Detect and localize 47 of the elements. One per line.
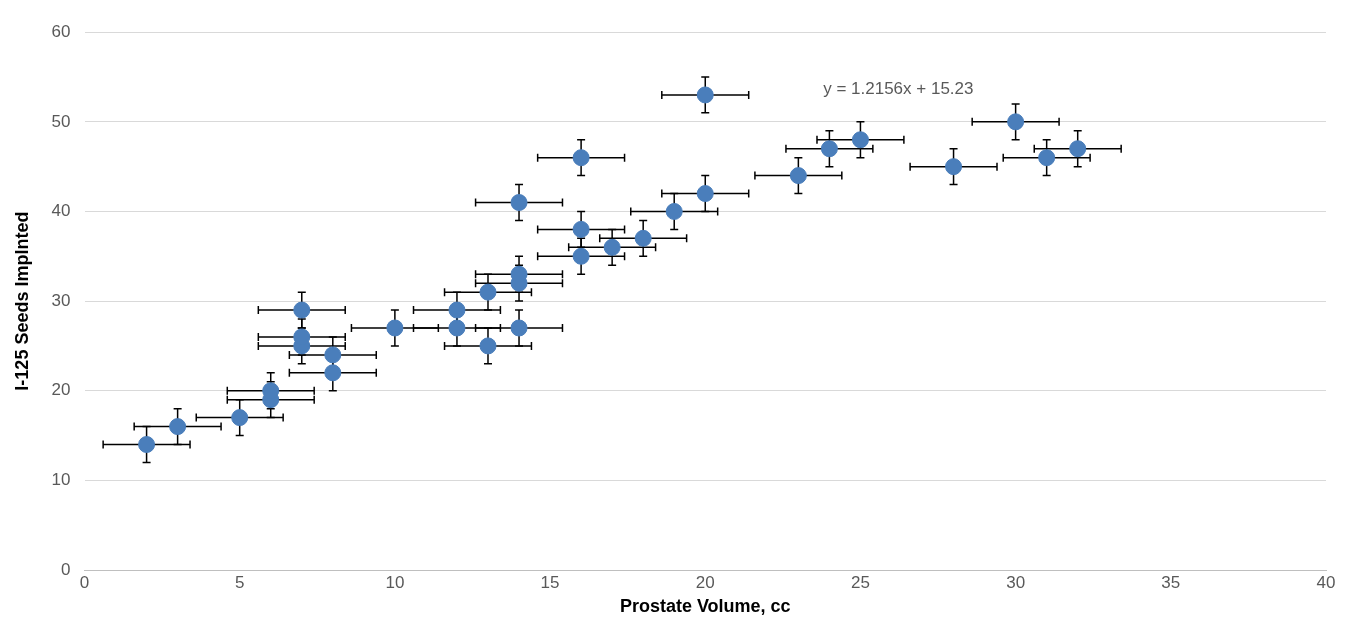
point [1038, 149, 1056, 167]
point [169, 418, 187, 436]
y-tick-label: 20 [51, 380, 71, 400]
point [820, 140, 838, 158]
point [448, 301, 466, 319]
x-tick-label: 25 [850, 572, 870, 592]
x-tick-label: 15 [540, 572, 560, 592]
point [479, 337, 497, 355]
point [851, 131, 869, 149]
x-tick-label: 20 [695, 572, 715, 592]
x-tick-label: 30 [1006, 572, 1026, 592]
y-axis-title: I-125 Seeds Implnted [11, 211, 32, 391]
point [572, 149, 590, 167]
point [324, 364, 342, 382]
x-tick-label: 5 [234, 572, 245, 592]
point [789, 167, 807, 185]
annotation: y = 1.2156x + 15.23 [823, 79, 974, 99]
point [231, 409, 249, 427]
point [945, 158, 963, 176]
point [696, 185, 714, 203]
point [696, 86, 714, 104]
y-tick-label: 30 [51, 290, 71, 310]
point [138, 436, 156, 454]
point [603, 238, 621, 256]
x-tick-label: 0 [79, 572, 90, 592]
y-tick-label: 0 [61, 559, 71, 579]
x-axis-title: Prostate Volume, cc [619, 596, 791, 617]
y-tick-label: 60 [51, 21, 71, 41]
point [510, 194, 528, 211]
point [572, 247, 590, 265]
y-tick-label: 40 [51, 201, 71, 221]
point [324, 346, 342, 364]
point [293, 301, 311, 319]
x-tick-label: 40 [1316, 572, 1336, 592]
point [510, 319, 528, 337]
y-tick-label: 10 [51, 470, 71, 490]
x-tick-label: 10 [385, 572, 405, 592]
point [1007, 113, 1025, 131]
point [665, 202, 683, 220]
point [448, 319, 466, 337]
point [572, 220, 590, 238]
point [1069, 140, 1087, 158]
x-tick-label: 35 [1161, 572, 1181, 592]
y-tick-label: 50 [51, 111, 71, 131]
point [386, 319, 404, 337]
point [634, 229, 652, 247]
point [479, 283, 497, 301]
